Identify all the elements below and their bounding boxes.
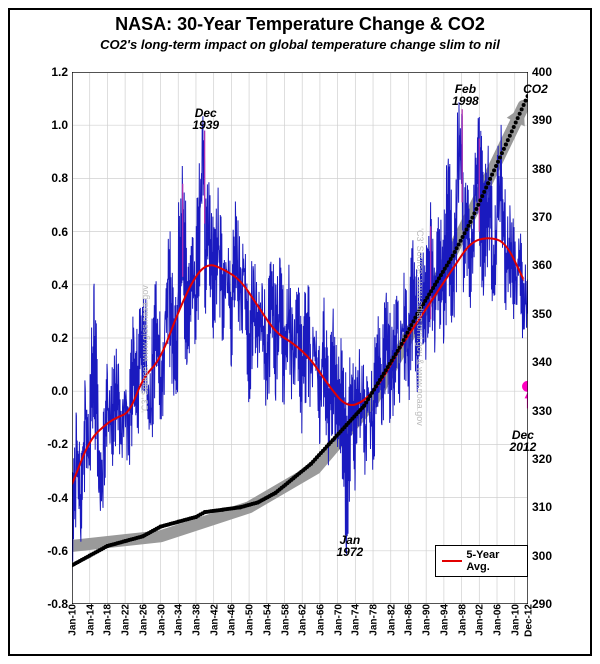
y-right-tick: 330 [528, 404, 552, 418]
x-tick: Jan-78 [367, 604, 380, 636]
x-tick: Jan-22 [119, 604, 132, 636]
y-left-tick: 0.4 [51, 278, 72, 292]
x-tick: Jan-10 [508, 604, 521, 636]
plot-area: -0.8-0.6-0.4-0.20.00.20.40.60.81.01.2290… [72, 72, 528, 604]
chart-title: NASA: 30-Year Temperature Change & CO2 [14, 14, 586, 35]
y-left-tick: 1.2 [51, 65, 72, 79]
watermark-right: 'C3' Source: www.cdiac.ornl.gov & www.no… [415, 229, 425, 427]
x-tick: Jan-46 [225, 604, 238, 636]
x-tick: Jan-58 [278, 604, 291, 636]
y-right-tick: 380 [528, 162, 552, 176]
y-left-tick: 0.8 [51, 171, 72, 185]
legend-swatch [442, 560, 462, 562]
x-tick: Jan-98 [455, 604, 468, 636]
x-tick: Jan-30 [154, 604, 167, 636]
chart-container: NASA: 30-Year Temperature Change & CO2 C… [0, 0, 600, 664]
x-tick: Jan-38 [189, 604, 202, 636]
x-tick: Jan-54 [260, 604, 273, 636]
legend: 5-Year Avg. [435, 545, 528, 577]
legend-label: 5-Year Avg. [466, 549, 521, 573]
y-right-tick: 390 [528, 113, 552, 127]
y-right-tick: 350 [528, 307, 552, 321]
x-tick: Jan-94 [437, 604, 450, 636]
x-tick: Jan-10 [66, 604, 79, 636]
x-tick: Jan-82 [384, 604, 397, 636]
y-left-tick: 1.0 [51, 118, 72, 132]
x-tick: Jan-06 [491, 604, 504, 636]
annotation-co2-label: CO2 [523, 83, 548, 95]
annotation-feb-1998: Feb1998 [452, 83, 479, 107]
y-right-tick: 340 [528, 355, 552, 369]
x-tick: Jan-26 [136, 604, 149, 636]
x-tick: Jan-18 [101, 604, 114, 636]
x-tick: Jan-62 [296, 604, 309, 636]
x-tick: Jan-02 [473, 604, 486, 636]
x-tick: Jan-86 [402, 604, 415, 636]
x-tick: Jan-34 [172, 604, 185, 636]
y-right-tick: 360 [528, 258, 552, 272]
x-tick: Jan-70 [331, 604, 344, 636]
x-tick: Dec-12 [521, 604, 534, 637]
y-left-tick: -0.4 [47, 491, 72, 505]
x-tick: Jan-50 [243, 604, 256, 636]
title-block: NASA: 30-Year Temperature Change & CO2 C… [14, 14, 586, 52]
chart-subtitle: CO2's long-term impact on global tempera… [14, 37, 586, 52]
x-tick: Jan-90 [420, 604, 433, 636]
x-tick: Jan-14 [83, 604, 96, 636]
y-left-tick: -0.2 [47, 437, 72, 451]
y-right-tick: 300 [528, 549, 552, 563]
watermark-left: 'C3' Source: www.giss.nasa.gov [140, 285, 150, 413]
y-left-tick: 0.0 [51, 384, 72, 398]
y-left-tick: 0.2 [51, 331, 72, 345]
y-right-tick: 310 [528, 500, 552, 514]
annotation-dec-1939: Dec1939 [192, 107, 219, 131]
x-tick: Jan-42 [207, 604, 220, 636]
y-right-tick: 400 [528, 65, 552, 79]
y-right-tick: 320 [528, 452, 552, 466]
y-left-tick: 0.6 [51, 225, 72, 239]
annotation-dec-2012: Dec2012 [510, 429, 537, 453]
annotation-jan-1972: Jan1972 [336, 534, 363, 558]
y-left-tick: -0.6 [47, 544, 72, 558]
y-right-tick: 370 [528, 210, 552, 224]
x-tick: Jan-74 [349, 604, 362, 636]
x-tick: Jan-66 [313, 604, 326, 636]
